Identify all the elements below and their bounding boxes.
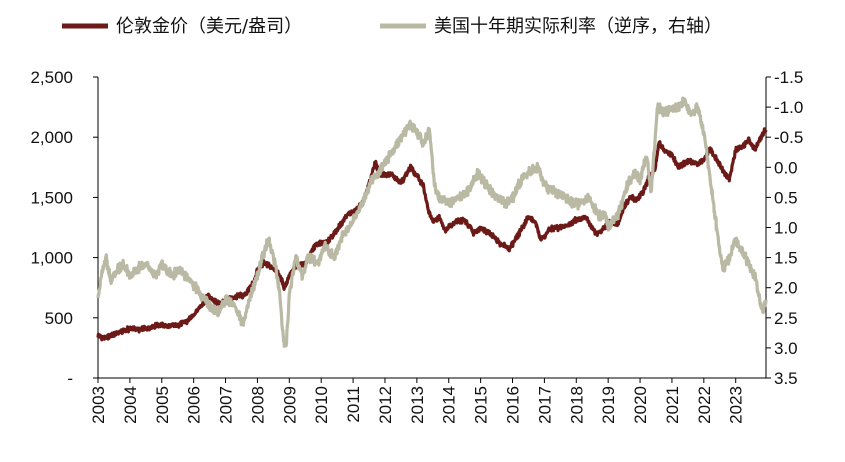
axes: - 500 1,000 1,500 2,000 2,500 -1.5 -1.0 -0.5 0.0 0… [30,68,803,424]
y-right-tick-label: -0.5 [774,128,803,147]
y-left-tick-label: - [67,369,73,388]
x-tick-label: 2005 [153,386,172,424]
y-right-tick-label: -1.5 [774,68,803,87]
y-right-tick-label: 3.0 [774,339,798,358]
y-right-tick-label: 1.5 [774,249,798,268]
y-right-tick-label: 2.0 [774,279,798,298]
y-left-tick-label: 1,500 [30,188,73,207]
series-layer [96,96,768,348]
y-right-tick-label: 0.0 [774,158,798,177]
x-tick-label: 2013 [408,386,427,424]
x-tick-label: 2020 [631,386,650,424]
x-tick-label: 2017 [535,386,554,424]
y-left-tick-label: 2,500 [30,68,73,87]
y-right-tick-label: -1.0 [774,98,803,117]
x-tick-label: 2007 [217,386,236,424]
x-tick-label: 2009 [280,386,299,424]
x-tick-label: 2014 [440,386,459,424]
x-tick-label: 2010 [312,386,331,424]
y-right-tick-label: 1.0 [774,219,798,238]
x-tick-label: 2023 [727,386,746,424]
x-tick-label: 2004 [121,386,140,424]
x-tick-label: 2011 [344,386,363,423]
x-tick-label: 2018 [567,386,586,424]
legend-label-gold: 伦敦金价（美元/盎司） [116,16,302,37]
x-tick-label: 2022 [695,386,714,424]
y-left-tick-label: 500 [45,309,73,328]
legend-label-real-rate: 美国十年期实际利率（逆序，右轴） [434,16,722,37]
x-tick-label: 2003 [89,386,108,424]
x-tick-label: 2021 [663,386,682,424]
x-tick-label: 2006 [185,386,204,424]
x-tick-label: 2019 [599,386,618,424]
series-line-real-rate [96,96,768,348]
legend: 伦敦金价（美元/盎司） 美国十年期实际利率（逆序，右轴） [62,16,722,37]
y-left-tick-label: 1,000 [30,249,73,268]
series-line-gold [96,127,768,342]
x-tick-label: 2012 [376,386,395,424]
y-right-tick-label: 0.5 [774,188,798,207]
y-right-tick-label: 3.5 [774,369,798,388]
x-tick-label: 2008 [248,386,267,424]
x-tick-label: 2015 [472,386,491,424]
y-left-tick-label: 2,000 [30,128,73,147]
x-tick-label: 2016 [504,386,523,424]
y-right-tick-label: 2.5 [774,309,798,328]
